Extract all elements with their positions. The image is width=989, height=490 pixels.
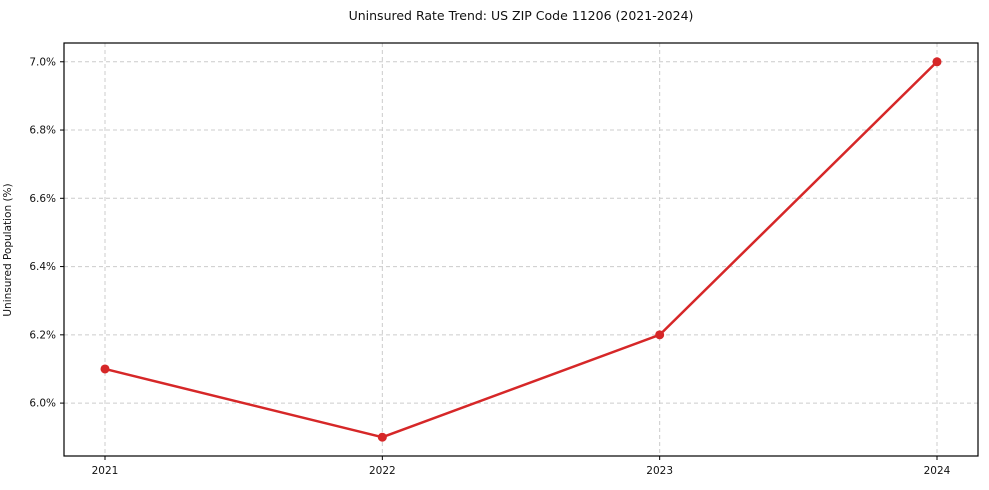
data-point-marker [655, 330, 665, 340]
x-tick-label: 2021 [92, 465, 119, 477]
y-tick-label: 6.2% [29, 329, 56, 341]
data-point-marker [932, 57, 942, 67]
y-tick-label: 6.6% [29, 193, 56, 205]
data-point-marker [377, 432, 387, 442]
axes-border [63, 42, 979, 457]
data-line [103, 60, 939, 439]
data-point-marker [100, 364, 110, 374]
x-tick-label: 2024 [924, 465, 951, 477]
x-tick-label: 2023 [646, 465, 673, 477]
chart-title: Uninsured Rate Trend: US ZIP Code 11206 … [348, 8, 694, 23]
y-tick-label: 7.0% [29, 56, 56, 68]
y-axis-label: Uninsured Population (%) [2, 183, 14, 317]
y-tick-label: 6.0% [29, 398, 56, 410]
y-tick-label: 6.4% [29, 261, 56, 273]
y-tick-label: 6.8% [29, 125, 56, 137]
x-tick-label: 2022 [369, 465, 396, 477]
